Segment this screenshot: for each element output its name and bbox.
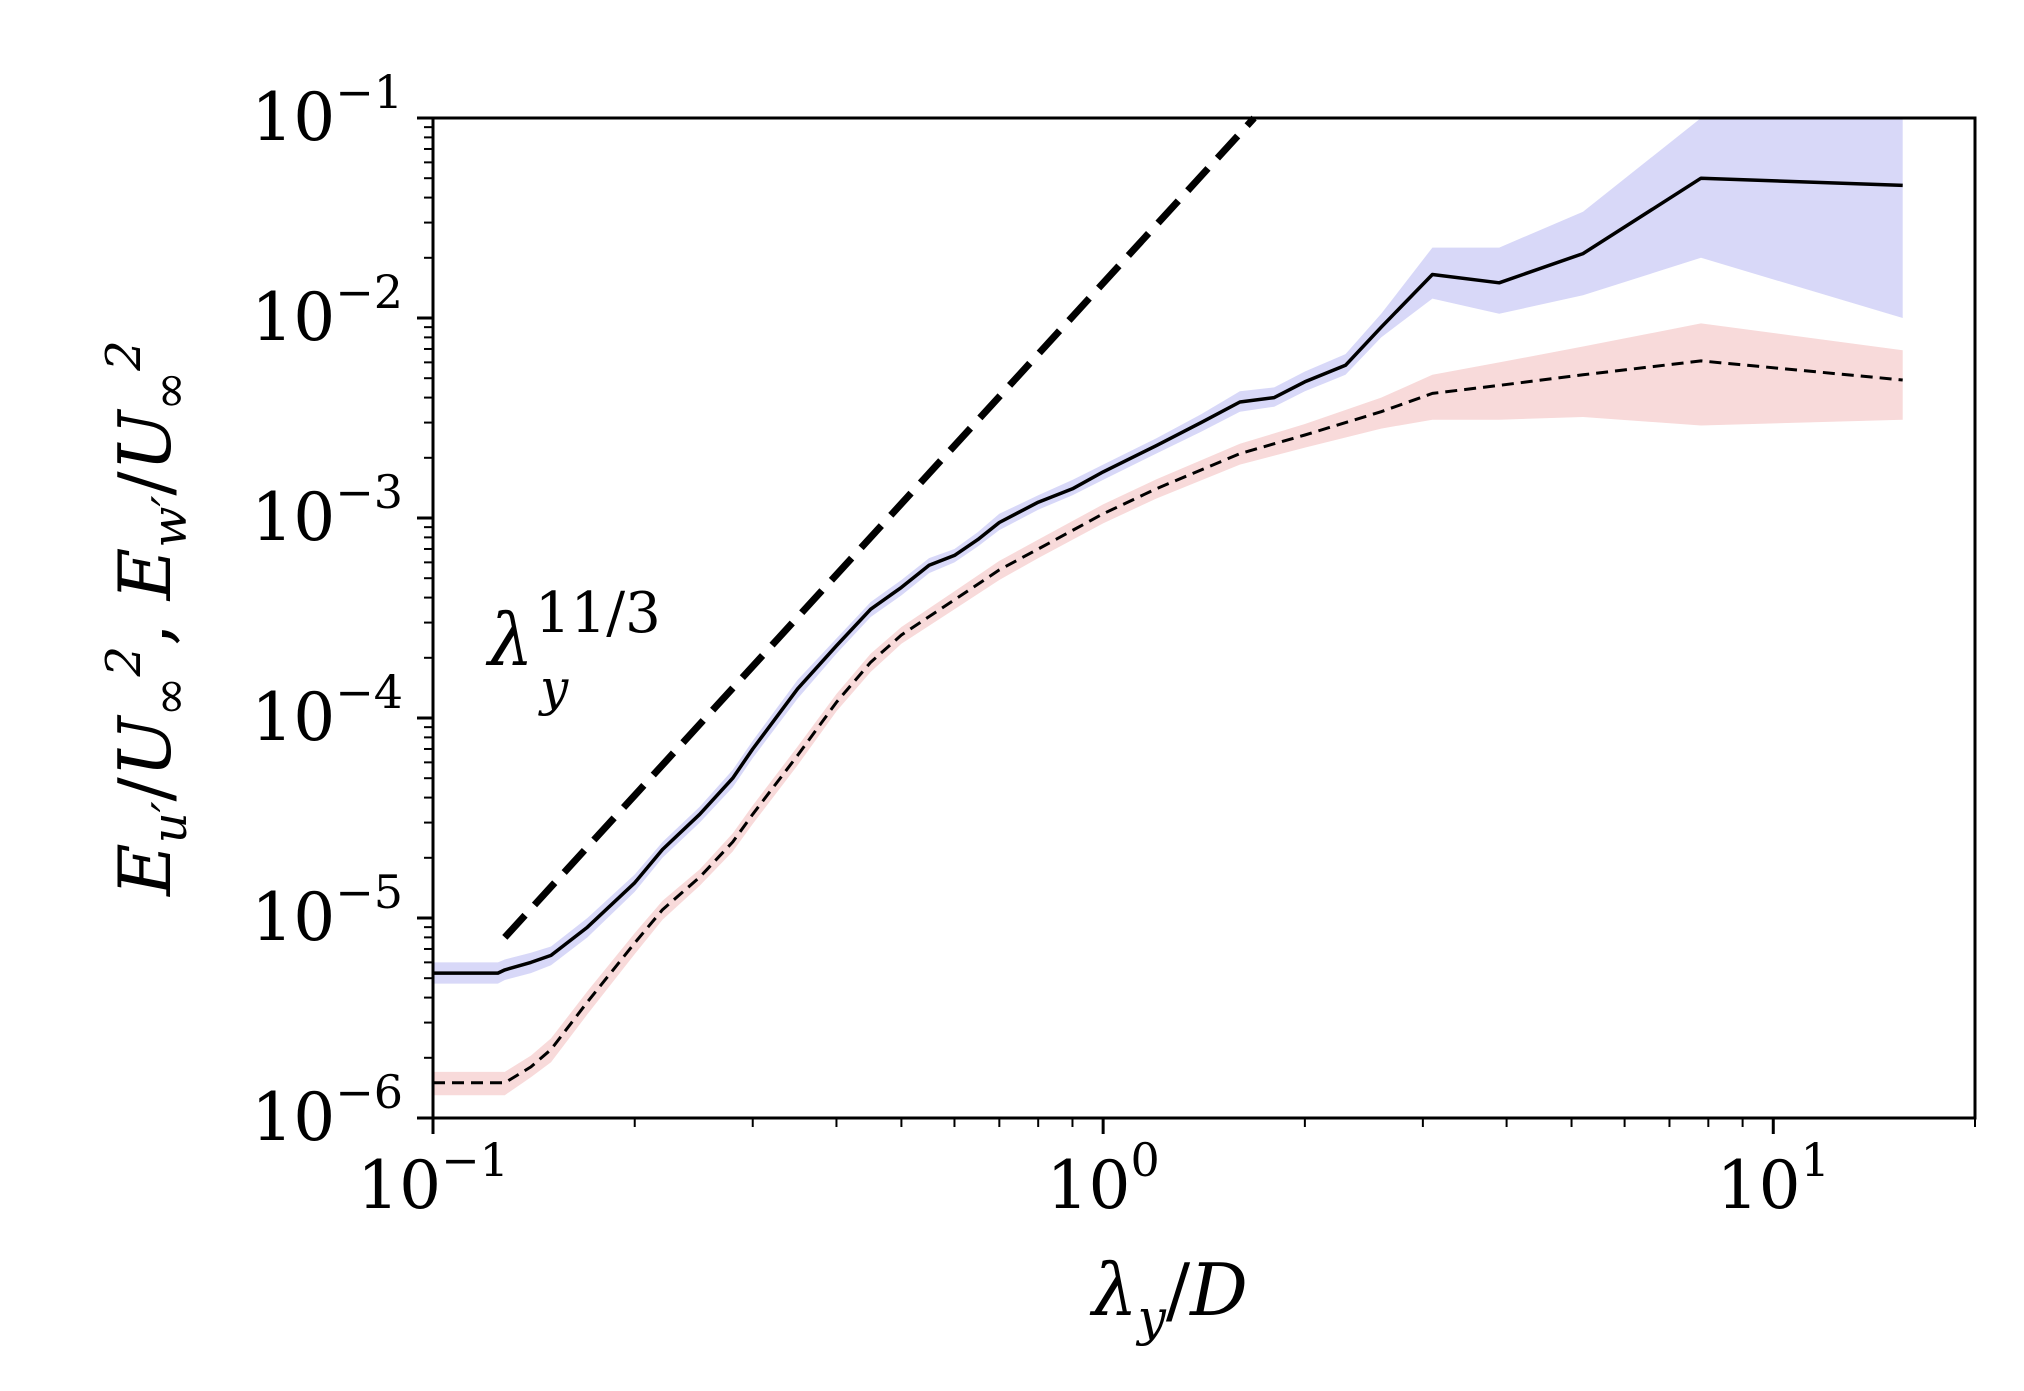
- uncertainty-bands: [433, 118, 1903, 1096]
- annotation-lambda-power: λ y 11/3: [485, 581, 661, 717]
- y-axis-label: Eu′/U∞2, Ew′/U∞2: [96, 340, 198, 898]
- annotation-sup: 11/3: [535, 581, 661, 646]
- svg-text:Eu′/U∞2, Ew′/U∞2: Eu′/U∞2, Ew′/U∞2: [96, 340, 198, 898]
- y-tick-label: 10−6: [251, 1065, 403, 1156]
- annotation-sub: y: [538, 659, 569, 717]
- y-tick-label: 10−4: [251, 665, 403, 756]
- plot-frame: [431, 116, 1977, 1120]
- y-tick-label: 10−3: [251, 465, 403, 556]
- series-line-solid: [433, 176, 1903, 975]
- svg-text:λy/D: λy/D: [1089, 1248, 1248, 1347]
- band-1: [433, 323, 1903, 1096]
- band-0: [433, 118, 1903, 984]
- x-axis-label: λy/D: [1089, 1248, 1248, 1347]
- annotation-base: λ: [485, 598, 534, 682]
- reference-slope-line: [502, 115, 1257, 940]
- x-axis-ticks: 10−1 100 101: [357, 1118, 1976, 1224]
- spectrum-lines: [433, 115, 1903, 1085]
- y-tick-label: 10−5: [251, 865, 403, 956]
- series-line-dashed: [433, 359, 1903, 1085]
- x-tick-label: 100: [1047, 1133, 1160, 1224]
- y-tick-label: 10−1: [251, 65, 403, 156]
- x-tick-label: 10−1: [357, 1133, 509, 1224]
- y-tick-label: 10−2: [251, 265, 403, 356]
- y-axis-ticks: 10−6 10−5 10−4 10−3 10−2 10−1: [251, 65, 433, 1156]
- x-tick-label: 101: [1717, 1133, 1830, 1224]
